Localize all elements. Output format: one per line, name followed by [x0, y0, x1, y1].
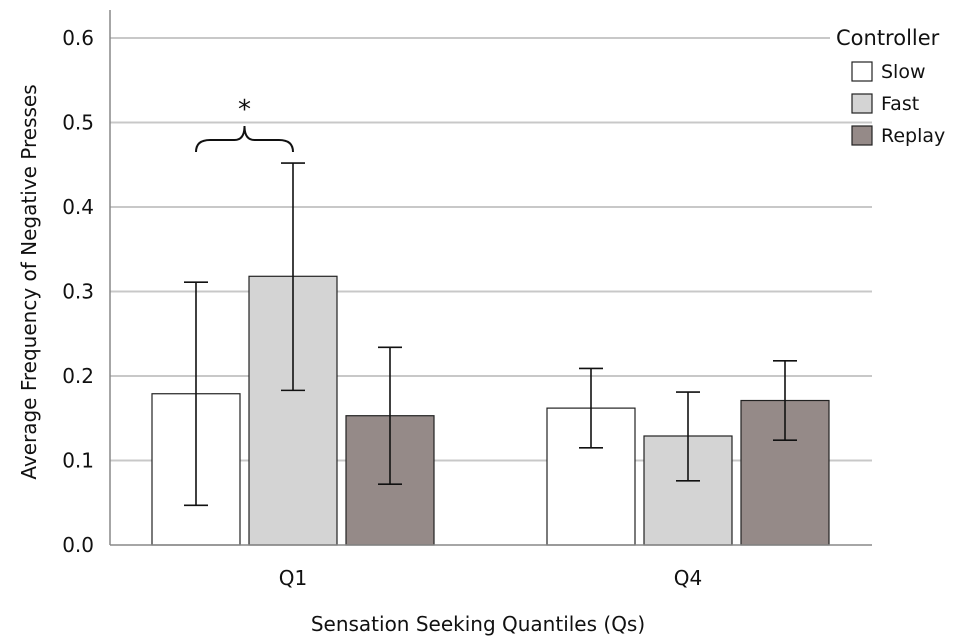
x-tick-label: Q4 [674, 566, 702, 590]
axes: 0.0 0.1 0.2 0.3 0.4 0.5 0.6 Q1 Q4 Sensation Seeki… [17, 10, 872, 636]
y-tick-label: 0.5 [62, 111, 94, 135]
y-tick-label: 0.1 [62, 449, 94, 473]
significance-bracket [195, 125, 294, 153]
y-tick-label: 0.6 [62, 26, 94, 50]
y-tick-label: 0.4 [62, 195, 94, 219]
legend-label-slow: Slow [881, 61, 926, 83]
y-tick-label: 0.2 [62, 364, 94, 388]
y-tick-label: 0.0 [62, 533, 94, 557]
bars [151, 275, 830, 546]
x-tick-label: Q1 [279, 566, 307, 590]
x-axis-label: Sensation Seeking Quantiles (Qs) [311, 612, 645, 636]
annotations: * [195, 95, 294, 153]
legend-swatch-fast [851, 93, 873, 114]
legend-title-bg [830, 22, 954, 52]
y-axis-label: Average Frequency of Negative Presses [17, 84, 41, 479]
y-tick-label: 0.3 [62, 280, 94, 304]
legend: Controller Slow Fast Replay [830, 22, 954, 147]
legend-title: Controller [836, 26, 940, 50]
error-bars [184, 162, 797, 507]
legend-label-fast: Fast [881, 93, 919, 115]
legend-label-replay: Replay [881, 125, 945, 147]
legend-swatch-slow [851, 61, 873, 82]
legend-swatch-replay [851, 125, 873, 146]
significance-asterisk: * [238, 95, 251, 125]
